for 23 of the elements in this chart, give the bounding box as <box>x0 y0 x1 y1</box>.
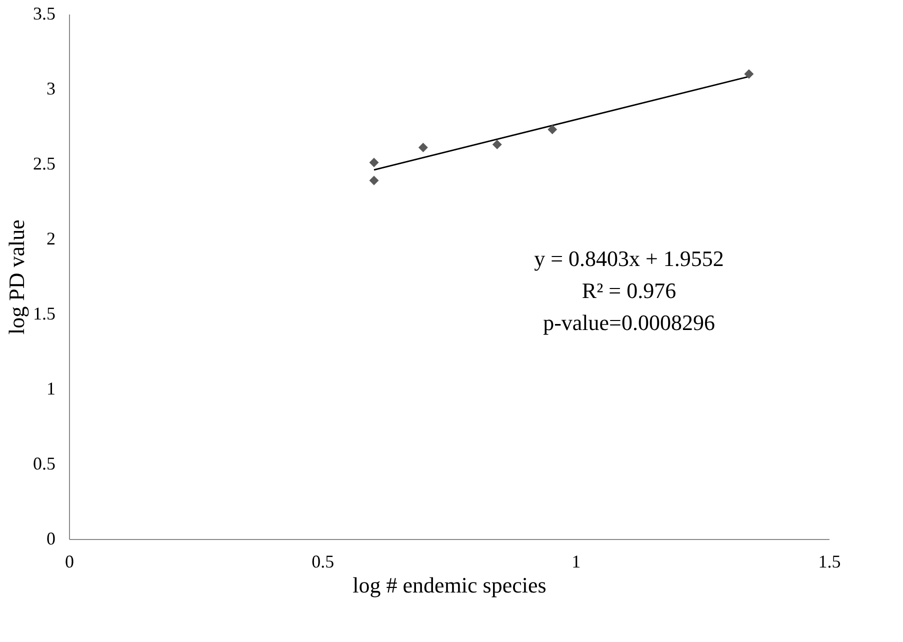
point <box>418 142 428 152</box>
point <box>548 124 558 134</box>
annotation: R² = 0.976 <box>582 278 676 303</box>
y-tick-label: 0.5 <box>33 454 56 474</box>
point <box>369 176 379 186</box>
y-tick-label: 1 <box>46 378 56 398</box>
x-tick-label: 0 <box>65 552 74 572</box>
x-tick-label: 0.5 <box>312 552 334 572</box>
x-tick-label: 1 <box>572 552 581 572</box>
y-tick-label: 0 <box>46 528 56 548</box>
point <box>492 140 502 150</box>
y-tick-label: 2 <box>46 228 56 248</box>
y-tick-label: 3.5 <box>33 4 56 24</box>
point <box>744 69 754 79</box>
y-axis-title: log PD value <box>4 220 29 334</box>
annotation: p-value=0.0008296 <box>543 310 715 335</box>
y-tick-label: 3 <box>46 78 56 98</box>
point <box>369 158 379 168</box>
y-tick-label: 1.5 <box>33 304 56 324</box>
x-axis-title: log # endemic species <box>352 572 546 598</box>
y-tick-label: 2.5 <box>33 154 56 174</box>
annotation: y = 0.8403x + 1.9552 <box>534 246 724 271</box>
x-tick-label: 1.5 <box>818 552 841 572</box>
